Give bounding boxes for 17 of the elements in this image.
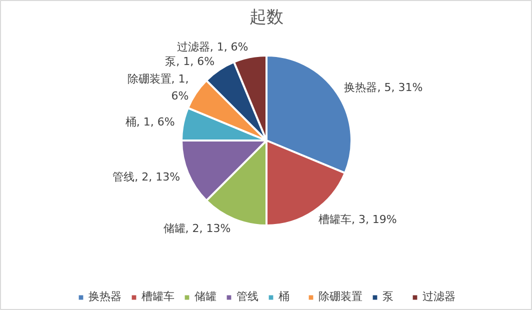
legend-label: 储罐 — [194, 289, 216, 304]
legend-label: 桶 — [278, 289, 290, 304]
data-label: 储罐, 2, 13% — [163, 222, 231, 235]
legend-label: 泵 — [382, 289, 394, 304]
legend-label: 管线 — [236, 289, 258, 304]
data-label: 桶, 1, 6% — [125, 115, 175, 128]
legend-label: 换热器 — [88, 289, 122, 304]
data-label: 泵, 1, 6% — [165, 54, 215, 68]
data-label: 管线, 2, 13% — [112, 170, 180, 184]
data-label: 除硼装置, 1, 6% — [127, 72, 189, 103]
chart-title: 起数 — [250, 8, 284, 28]
legend-label: 除硼装置 — [318, 289, 362, 304]
legend-label: 槽罐车 — [142, 289, 174, 304]
data-label: 换热器, 5, 31% — [344, 81, 423, 94]
data-label: 过滤器, 1, 6% — [176, 40, 248, 54]
data-label: 槽罐车, 3, 19% — [318, 213, 397, 226]
legend-label: 过滤器 — [422, 289, 456, 304]
